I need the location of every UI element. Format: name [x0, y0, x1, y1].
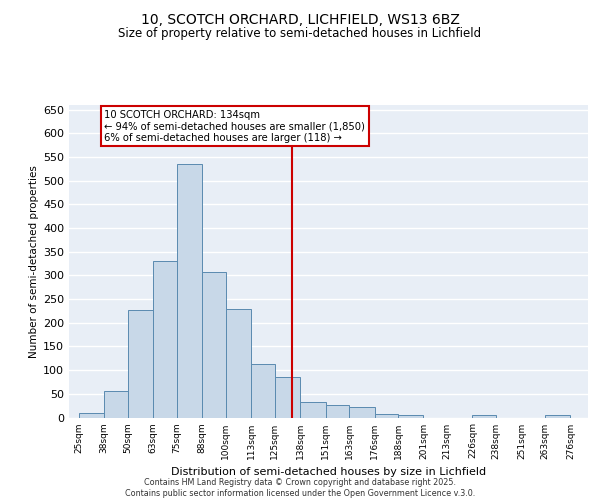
Bar	[326, 404, 349, 417]
Bar	[472, 415, 496, 418]
Bar	[128, 310, 153, 418]
Bar	[79, 413, 104, 418]
Bar	[251, 364, 275, 418]
Text: 10, SCOTCH ORCHARD, LICHFIELD, WS13 6BZ: 10, SCOTCH ORCHARD, LICHFIELD, WS13 6BZ	[140, 12, 460, 26]
Bar	[153, 261, 177, 418]
Bar	[300, 402, 326, 417]
Bar	[398, 415, 424, 418]
Text: 10 SCOTCH ORCHARD: 134sqm
← 94% of semi-detached houses are smaller (1,850)
6% o: 10 SCOTCH ORCHARD: 134sqm ← 94% of semi-…	[104, 110, 365, 143]
Bar	[226, 308, 251, 418]
Bar	[374, 414, 398, 418]
Text: Size of property relative to semi-detached houses in Lichfield: Size of property relative to semi-detach…	[118, 28, 482, 40]
Bar	[177, 164, 202, 417]
Bar	[275, 378, 300, 418]
Bar	[202, 272, 226, 418]
X-axis label: Distribution of semi-detached houses by size in Lichfield: Distribution of semi-detached houses by …	[171, 467, 486, 477]
Bar	[349, 407, 374, 418]
Bar	[545, 415, 571, 418]
Y-axis label: Number of semi-detached properties: Number of semi-detached properties	[29, 165, 39, 358]
Text: Contains HM Land Registry data © Crown copyright and database right 2025.
Contai: Contains HM Land Registry data © Crown c…	[125, 478, 475, 498]
Bar	[104, 390, 128, 417]
